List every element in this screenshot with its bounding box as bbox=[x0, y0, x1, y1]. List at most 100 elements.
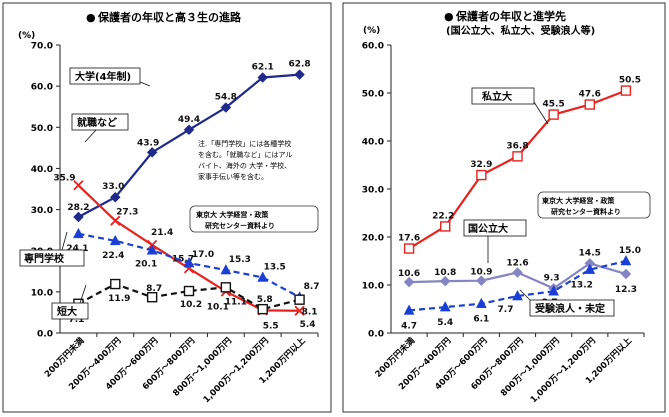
data-point bbox=[146, 292, 158, 303]
data-point bbox=[73, 180, 84, 191]
callout-line-junior-college bbox=[79, 284, 87, 304]
callout-box-ronin bbox=[529, 299, 615, 317]
data-point bbox=[294, 69, 305, 80]
data-label: 35.9 bbox=[53, 173, 75, 183]
note-line-2: を含む。「就職など」にはアル bbox=[198, 150, 292, 159]
data-label: 22.2 bbox=[432, 211, 454, 221]
chart-title: 保護者の年収と高３生の進路 bbox=[97, 10, 242, 24]
data-label: 43.9 bbox=[137, 138, 159, 148]
data-label: 17.6 bbox=[398, 234, 420, 244]
data-point bbox=[257, 303, 268, 315]
data-label: 49.4 bbox=[178, 115, 200, 125]
callout-line-university bbox=[139, 81, 151, 87]
y-tick-label: 30.0 bbox=[31, 206, 53, 216]
series-2: 10.6 10.8 10.9 12.6 9.3 14.5 12.3 bbox=[398, 248, 637, 295]
data-point bbox=[146, 147, 158, 158]
note-line-1: 注.「専門学校」には各種学校 bbox=[198, 139, 291, 148]
panel-border bbox=[2, 2, 332, 413]
series-label-vocational: 専門学校 bbox=[24, 252, 65, 265]
y-tick-label: 20.0 bbox=[362, 234, 384, 244]
data-label: 12.6 bbox=[506, 259, 528, 269]
y-tick-label: 0.0 bbox=[368, 330, 384, 340]
data-label: 10.8 bbox=[434, 268, 456, 278]
data-label: 33.0 bbox=[102, 182, 124, 192]
chart-subtitle: (国公立大、私立大、受験浪人等) bbox=[446, 24, 595, 37]
data-point bbox=[584, 263, 596, 274]
series-4: 7.1 11.9 8.7 10.2 11.1 5.8 8.1 bbox=[68, 278, 318, 325]
data-point bbox=[183, 124, 195, 136]
data-point bbox=[110, 278, 121, 290]
panel-border bbox=[342, 2, 666, 413]
source-line-2: 研究センター資料より bbox=[205, 221, 275, 230]
data-label: 15.0 bbox=[619, 246, 641, 256]
callout-line-private bbox=[533, 101, 549, 125]
data-label: 15.7 bbox=[172, 254, 194, 264]
y-tick-label: 60.0 bbox=[31, 83, 53, 93]
data-label: 45.5 bbox=[543, 100, 565, 110]
data-label: 10.1 bbox=[207, 302, 229, 312]
callout-box-private bbox=[471, 87, 535, 105]
data-label: 7.1 bbox=[68, 315, 84, 325]
series-1: 28.2 33.0 43.9 49.4 54.8 62.1 62.8 bbox=[67, 60, 311, 223]
data-point bbox=[146, 244, 158, 255]
note-line-3: バイト、海外の 大学・学校、 bbox=[198, 161, 291, 170]
callout-box-university bbox=[69, 67, 141, 85]
data-point bbox=[512, 151, 523, 162]
data-point bbox=[220, 102, 232, 113]
callout-box-junior-college bbox=[51, 302, 89, 320]
data-label: 4.7 bbox=[401, 321, 417, 331]
callout-box-national bbox=[463, 219, 527, 237]
source-line-1: 東京大 大学経営・政策 bbox=[542, 196, 615, 205]
data-label: 5.5 bbox=[263, 321, 279, 331]
data-point bbox=[183, 285, 195, 297]
data-label: 62.8 bbox=[288, 60, 310, 70]
callout-line-ronin bbox=[519, 289, 531, 301]
data-label: 24.1 bbox=[66, 244, 88, 254]
series-3: 24.1 22.4 20.1 17.0 15.3 13.5 8.7 bbox=[66, 227, 320, 302]
note-line-4: 家事手伝い等を含む。 bbox=[198, 172, 268, 181]
data-label: 5.4 bbox=[300, 320, 316, 330]
y-tick-label: 10.0 bbox=[362, 282, 384, 292]
chart-title-bullet: ● bbox=[444, 10, 454, 23]
data-label: 20.1 bbox=[135, 259, 157, 269]
data-label: 50.5 bbox=[619, 76, 641, 86]
data-point bbox=[109, 234, 121, 246]
callout-box-vocational bbox=[19, 249, 85, 267]
data-label: 36.8 bbox=[506, 141, 528, 151]
y-axis-label: (%) bbox=[18, 31, 35, 41]
data-point bbox=[512, 267, 523, 278]
data-label: 13.5 bbox=[264, 262, 286, 272]
y-tick-label: 40.0 bbox=[362, 138, 384, 148]
series-label-private: 私立大 bbox=[481, 90, 512, 103]
data-point bbox=[220, 282, 232, 293]
data-label: 15.3 bbox=[229, 255, 251, 265]
source-line-1: 東京大 大学経営・政策 bbox=[196, 210, 269, 219]
data-label: 54.8 bbox=[215, 93, 237, 103]
source-box bbox=[537, 191, 651, 219]
data-point bbox=[439, 301, 451, 312]
data-label: 62.1 bbox=[252, 63, 274, 73]
data-point bbox=[620, 254, 632, 266]
data-label: 10.2 bbox=[180, 300, 202, 310]
data-label: 28.2 bbox=[67, 203, 89, 213]
data-point bbox=[73, 211, 84, 223]
data-point bbox=[110, 215, 121, 226]
data-label: 6.1 bbox=[473, 315, 489, 325]
callout-line-vocational bbox=[61, 231, 68, 251]
data-point bbox=[620, 268, 632, 280]
series-1: 17.6 22.2 32.9 36.8 45.5 47.6 50.5 bbox=[398, 76, 641, 254]
data-point bbox=[476, 169, 487, 181]
y-axis-label: (%) bbox=[363, 26, 380, 36]
data-label: 14.5 bbox=[579, 248, 601, 258]
data-point bbox=[403, 304, 415, 315]
data-label: 10.9 bbox=[470, 268, 492, 278]
data-point bbox=[109, 191, 121, 203]
data-label: 22.4 bbox=[102, 251, 124, 261]
chart-title: 保護者の年収と進学先 bbox=[455, 9, 566, 23]
data-label: 9.3 bbox=[544, 273, 560, 283]
series-label-employment: 就職など bbox=[77, 116, 117, 129]
data-point bbox=[548, 109, 559, 120]
y-tick-label: 40.0 bbox=[31, 165, 53, 175]
data-label: 11.9 bbox=[108, 294, 130, 304]
